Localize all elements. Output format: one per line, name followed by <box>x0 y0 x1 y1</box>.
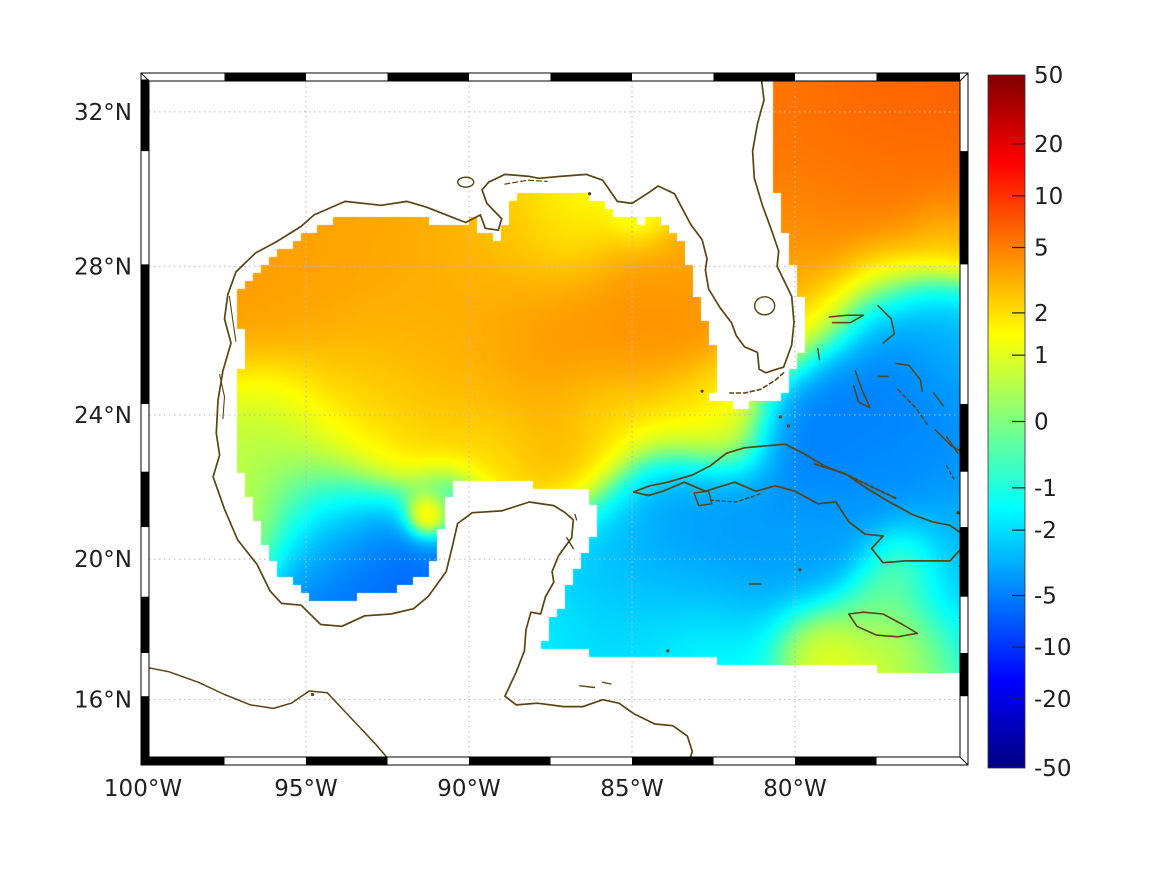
frame-corner-miter <box>140 756 150 766</box>
coastline-isla-mujeres <box>574 513 578 521</box>
colorbar-tick-label: 10 <box>1034 184 1063 210</box>
coastlines <box>149 81 964 757</box>
map-frame <box>140 72 969 766</box>
lon-tick-label: 80°W <box>763 776 827 802</box>
coastline-camaguey-cays <box>813 463 897 500</box>
colorbar-tick-label: -10 <box>1034 635 1072 661</box>
islet-dot <box>666 649 670 653</box>
coastline-jamaica <box>848 611 919 638</box>
coastline-eleuthera <box>895 362 923 392</box>
lat-tick-label: 28°N <box>74 254 132 280</box>
coastline-ragged-islands <box>945 465 956 482</box>
coastline-abaco <box>877 305 896 344</box>
frame-corner-miter <box>140 72 150 82</box>
lat-tick-label: 20°N <box>74 547 132 573</box>
coastline-mississippi-barrier <box>504 179 548 185</box>
coastline-exuma-chain <box>897 388 928 425</box>
coastline-long-island <box>945 436 959 454</box>
lat-tick-label: 16°N <box>74 688 132 714</box>
islet-dot <box>956 511 960 515</box>
lon-tick-label: 85°W <box>600 776 664 802</box>
coastline-cuba <box>632 443 960 564</box>
coastline-cat-island <box>932 392 944 407</box>
colorbar-tick-label: 2 <box>1034 301 1049 327</box>
lon-tick-label: 90°W <box>437 776 501 802</box>
colorbar-tick-label: -5 <box>1034 583 1057 609</box>
islet-dot <box>778 415 782 419</box>
lat-tick-label: 24°N <box>74 403 132 429</box>
colorbar-tick-label: -2 <box>1034 518 1057 544</box>
coastline-canarreos-cays <box>709 492 764 503</box>
frame-corner-miter <box>959 756 969 766</box>
colorbar-tick-label: -20 <box>1034 687 1072 713</box>
frame-corner-miter <box>959 72 969 82</box>
axis-labels: 32°N 28°N 24°N 20°N 16°N 100°W 95°W 90°W 85°W 80°… <box>74 100 827 802</box>
lat-tick-label: 32°N <box>74 100 132 126</box>
islet-dot <box>786 424 791 428</box>
colorbar-tick-label: -1 <box>1034 476 1057 502</box>
coastline-crooked-acklins <box>934 428 960 452</box>
coastline-isla-juventud <box>693 490 713 507</box>
colorbar-tick-label: 1 <box>1034 343 1049 369</box>
coastline-haiti-south-tip <box>958 616 960 619</box>
lake-pontchartrain <box>457 176 475 188</box>
islet-dot <box>588 192 592 196</box>
coastline-cozumel <box>566 537 574 550</box>
colorbar-tick-label: 5 <box>1034 236 1049 262</box>
colorbar-tick-label: 20 <box>1034 132 1063 158</box>
heatmap-canvas <box>149 81 960 757</box>
coastline-bimini <box>817 348 821 361</box>
islet-dot <box>700 389 704 393</box>
coastline-roatan <box>579 685 596 689</box>
graticule <box>149 81 960 757</box>
coastline-grand-bahama <box>828 314 865 324</box>
coastline-guanaja <box>602 681 612 685</box>
colorbar-tick-label: 50 <box>1034 63 1063 89</box>
coastline-us-mexico-gulf-coast <box>212 81 795 757</box>
colorbar-tick-label: -50 <box>1034 756 1072 782</box>
coastline-texas-laguna-madre <box>228 295 237 342</box>
islet-dot <box>961 520 964 523</box>
coastline-florida-keys <box>729 372 785 394</box>
lon-tick-label: 95°W <box>274 776 338 802</box>
colorbar-tick-label: 0 <box>1034 410 1049 436</box>
coastline-pacific-coast <box>149 667 388 757</box>
islet-dot <box>310 692 315 697</box>
coastline-mexico-laguna-madre <box>219 374 226 420</box>
lon-tick-label: 100°W <box>104 776 182 802</box>
lake-okeechobee <box>753 296 776 316</box>
islet-dot <box>798 568 802 572</box>
coastline-andros <box>852 370 871 409</box>
